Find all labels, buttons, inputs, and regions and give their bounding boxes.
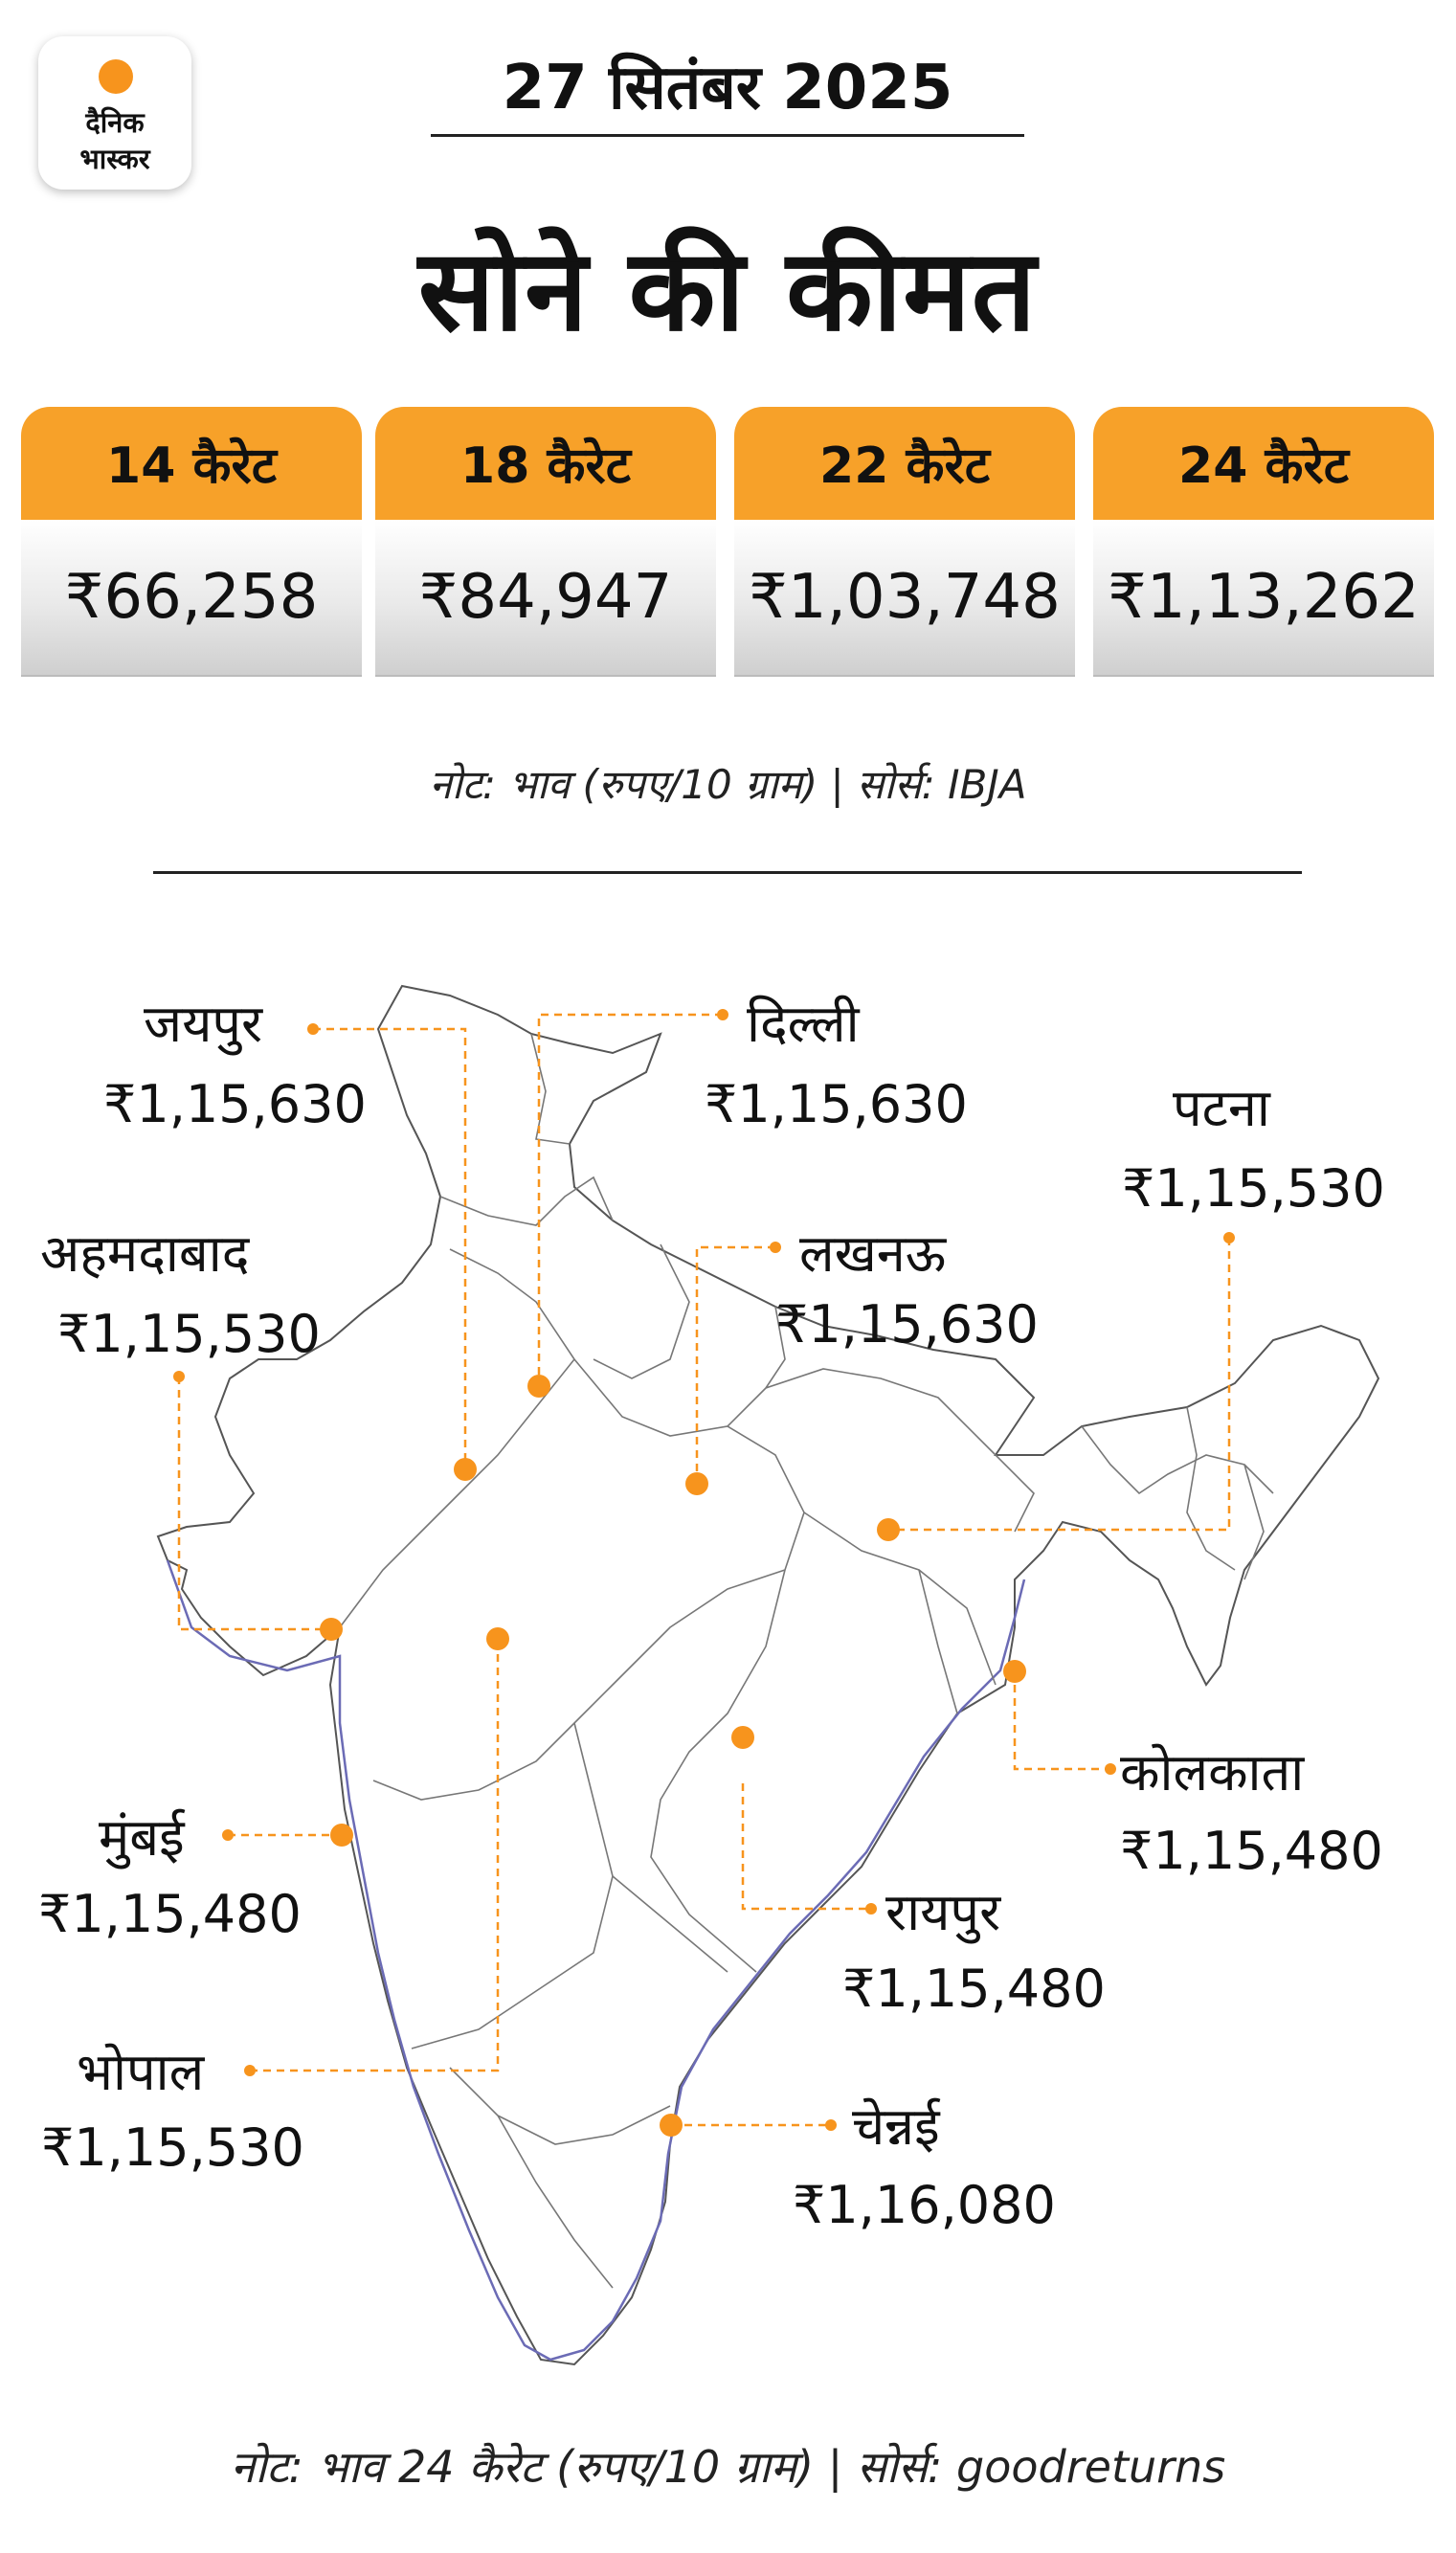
source-note-bottom: नोट: भाव 24 कैरेट (रुपए/10 ग्राम) | सोर्…	[230, 2441, 1226, 2493]
end-dot-lucknow	[770, 1242, 781, 1253]
city-name-bhopal: भोपाल	[77, 2042, 205, 2102]
city-name-raipur: रायपुर	[885, 1882, 1001, 1942]
city-price-bhopal: ₹1,15,530	[41, 2117, 304, 2178]
city-name-delhi: दिल्ली	[747, 994, 860, 1054]
marker-delhi	[527, 1375, 550, 1398]
city-name-kolkata: कोलकाता	[1120, 1742, 1305, 1803]
logo-line2: भास्कर	[79, 143, 150, 175]
connector-delhi	[537, 1013, 723, 1386]
india-outline	[156, 984, 1380, 2366]
date-divider	[431, 134, 1024, 137]
state-borders	[339, 1033, 1274, 2289]
city-price-delhi: ₹1,15,630	[705, 1074, 968, 1134]
marker-kolkata	[1003, 1660, 1026, 1683]
end-dot-chennai	[825, 2119, 837, 2131]
source-note-top: नोट: भाव (रुपए/10 ग्राम) | सोर्स: IBJA	[429, 761, 1027, 808]
end-dot-patna	[1223, 1232, 1235, 1243]
page-title: सोने की कीमत	[417, 224, 1038, 356]
connector-jaipur	[313, 1027, 467, 1469]
marker-lucknow	[685, 1472, 708, 1495]
city-name-mumbai: मुंबई	[99, 1807, 185, 1868]
connector-lines	[177, 1013, 1231, 2127]
city-price-chennai: ₹1,16,080	[793, 2175, 1056, 2235]
section-divider	[153, 871, 1302, 874]
karat-label: 24 कैरेट	[1093, 407, 1434, 520]
city-price-patna: ₹1,15,530	[1122, 1158, 1385, 1219]
karat-price: ₹1,03,748	[734, 520, 1075, 677]
marker-chennai	[660, 2114, 683, 2137]
marker-jaipur	[454, 1458, 477, 1481]
karat-label: 14 कैरेट	[21, 407, 362, 520]
city-name-lucknow: लखनऊ	[799, 1223, 947, 1284]
dainik-bhaskar-logo: दैनिक भास्कर	[38, 36, 191, 190]
end-dot-kolkata	[1105, 1763, 1116, 1775]
karat-label: 22 कैरेट	[734, 407, 1075, 520]
logo-line1: दैनिक	[85, 106, 145, 139]
city-price-lucknow: ₹1,15,630	[775, 1294, 1039, 1355]
end-dot-raipur	[865, 1903, 877, 1915]
sun-icon	[99, 59, 133, 94]
connector-kolkata	[1013, 1671, 1110, 1771]
connector-raipur	[741, 1783, 871, 1911]
city-name-jaipur: जयपुर	[144, 994, 263, 1054]
city-price-kolkata: ₹1,15,480	[1120, 1821, 1383, 1881]
karat-card-18: 18 कैरेट ₹84,947	[375, 407, 716, 677]
city-price-mumbai: ₹1,15,480	[38, 1884, 302, 1944]
end-dot-jaipur	[307, 1023, 319, 1035]
marker-raipur	[731, 1726, 754, 1749]
end-dot-ahmedabad	[173, 1371, 185, 1382]
city-name-ahmedabad: अहमदाबाद	[40, 1223, 250, 1284]
marker-mumbai	[330, 1824, 353, 1847]
connector-end-dots	[173, 1009, 1235, 2131]
connector-ahmedabad	[177, 1377, 331, 1631]
coastline	[166, 1559, 1026, 2362]
city-price-raipur: ₹1,15,480	[842, 1959, 1106, 2019]
end-dot-mumbai	[222, 1829, 234, 1841]
city-markers	[320, 1375, 1026, 2137]
karat-price: ₹1,13,262	[1093, 520, 1434, 677]
city-price-jaipur: ₹1,15,630	[103, 1074, 367, 1134]
date-heading: 27 सितंबर 2025	[502, 53, 953, 123]
connector-bhopal	[250, 1639, 500, 2072]
karat-card-24: 24 कैरेट ₹1,13,262	[1093, 407, 1434, 677]
city-name-patna: पटना	[1173, 1078, 1270, 1138]
marker-bhopal	[486, 1627, 509, 1650]
karat-price: ₹84,947	[375, 520, 716, 677]
end-dot-delhi	[717, 1009, 728, 1020]
connector-patna	[888, 1238, 1231, 1532]
marker-ahmedabad	[320, 1618, 343, 1641]
end-dot-bhopal	[244, 2065, 256, 2076]
marker-patna	[877, 1518, 900, 1541]
karat-price: ₹66,258	[21, 520, 362, 677]
karat-card-14: 14 कैरेट ₹66,258	[21, 407, 362, 677]
karat-label: 18 कैरेट	[375, 407, 716, 520]
karat-card-22: 22 कैरेट ₹1,03,748	[734, 407, 1075, 677]
city-name-chennai: चेन्नई	[852, 2096, 940, 2157]
city-price-ahmedabad: ₹1,15,530	[57, 1304, 321, 1364]
